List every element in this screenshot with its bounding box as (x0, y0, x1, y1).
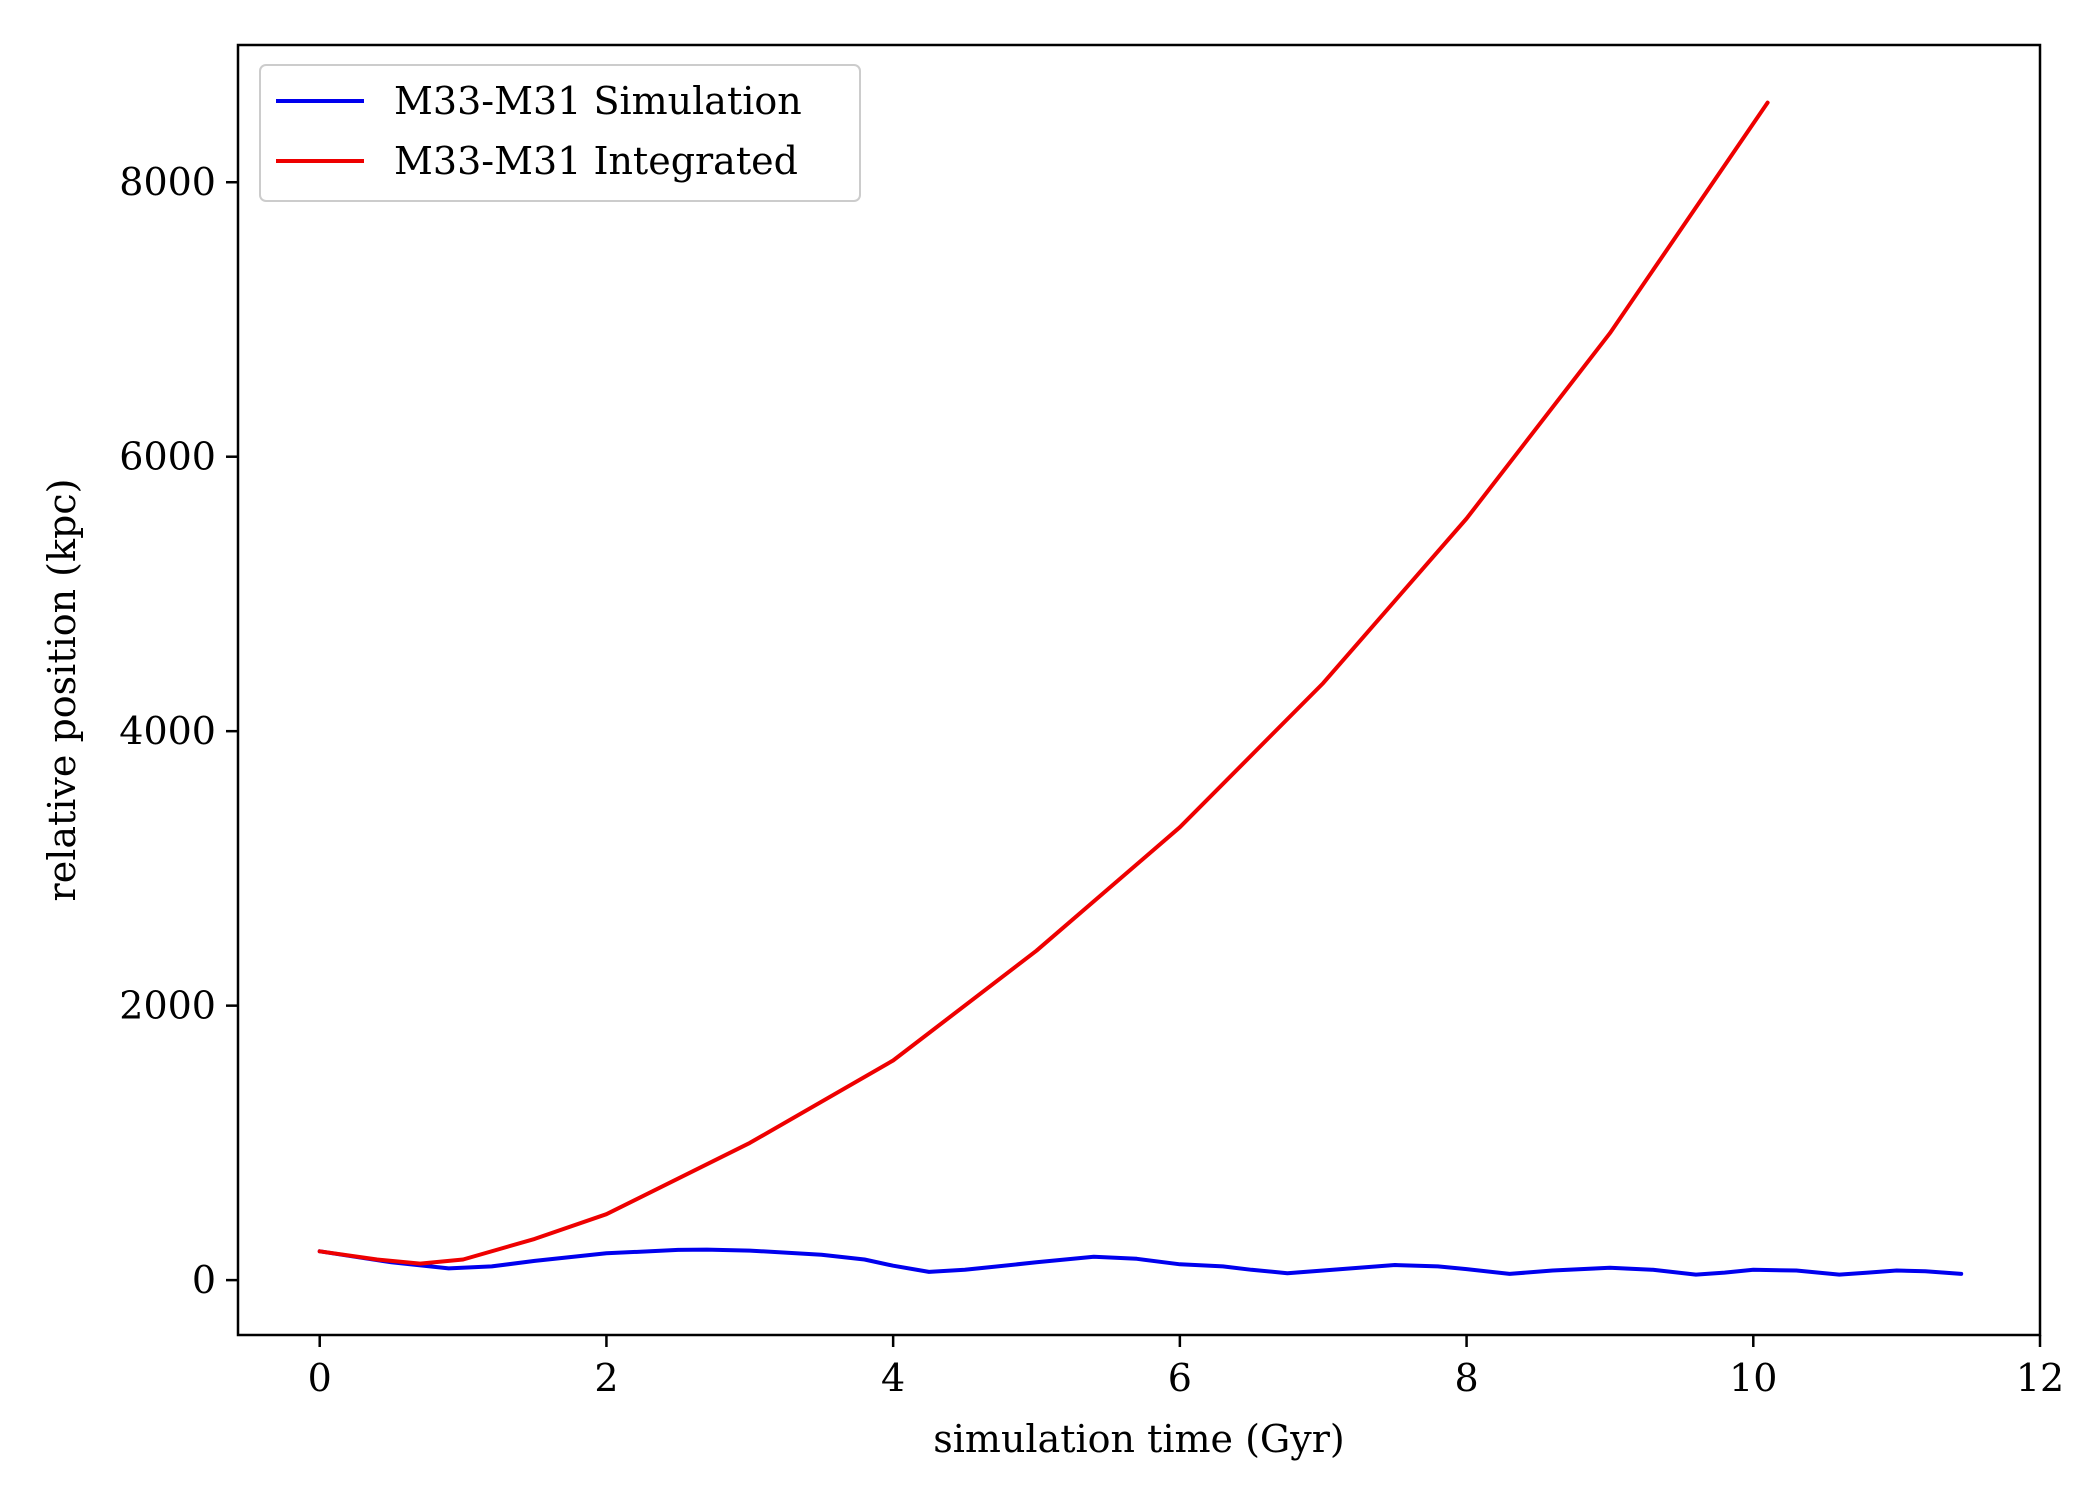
y-tick-label: 6000 (119, 435, 216, 479)
axes-frame (236, 43, 2042, 1337)
y-tick-label: 8000 (119, 160, 216, 204)
x-tick-label: 2 (594, 1356, 618, 1400)
x-tick-label: 6 (1168, 1356, 1192, 1400)
x-axis: 0 2 4 6 8 10 12 (308, 1335, 2064, 1400)
legend: M33-M31 Simulation M33-M31 Integrated (259, 64, 861, 202)
legend-box (259, 64, 861, 202)
series-line-simulation (317, 1247, 1964, 1277)
x-axis-label: simulation time (Gyr) (933, 1417, 1345, 1461)
legend-label-simulation: M33-M31 Simulation (394, 79, 802, 123)
y-tick-label: 2000 (119, 984, 216, 1028)
x-tick-label: 10 (1729, 1356, 1777, 1400)
y-axis-label: relative position (kpc) (40, 479, 84, 902)
x-tick-label: 4 (881, 1356, 905, 1400)
plot-area (236, 43, 2042, 1337)
x-tick-label: 12 (2016, 1356, 2064, 1400)
series-line-integrated (317, 100, 1770, 1266)
x-tick-label: 0 (308, 1356, 332, 1400)
y-axis: 0 2000 4000 6000 8000 (119, 160, 238, 1302)
y-tick-label: 0 (192, 1258, 216, 1302)
y-tick-label: 4000 (119, 709, 216, 753)
legend-label-integrated: M33-M31 Integrated (394, 139, 798, 183)
series-layer (317, 100, 1964, 1277)
x-tick-label: 8 (1454, 1356, 1478, 1400)
